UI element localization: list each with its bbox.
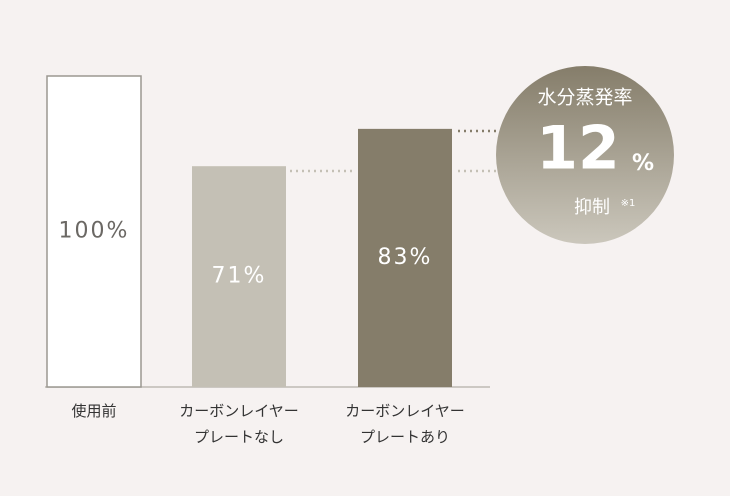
badge	[496, 66, 674, 244]
badge-title: 水分蒸発率	[537, 87, 632, 109]
category-label: 使用前	[71, 402, 117, 420]
category-label: カーボンレイヤー プレートあり	[345, 402, 465, 446]
badge-value: 12	[536, 114, 620, 184]
category-label: カーボンレイヤー プレートなし	[179, 402, 299, 446]
badge-suffix: 抑制	[574, 197, 610, 218]
bar	[192, 166, 286, 387]
value-label: 83%	[378, 245, 433, 270]
value-label: 100%	[59, 219, 130, 244]
badge-unit: %	[632, 151, 654, 176]
badge-note: ※1	[621, 198, 636, 209]
bar	[358, 128, 452, 387]
value-label: 71%	[212, 264, 267, 289]
bar	[46, 75, 142, 388]
